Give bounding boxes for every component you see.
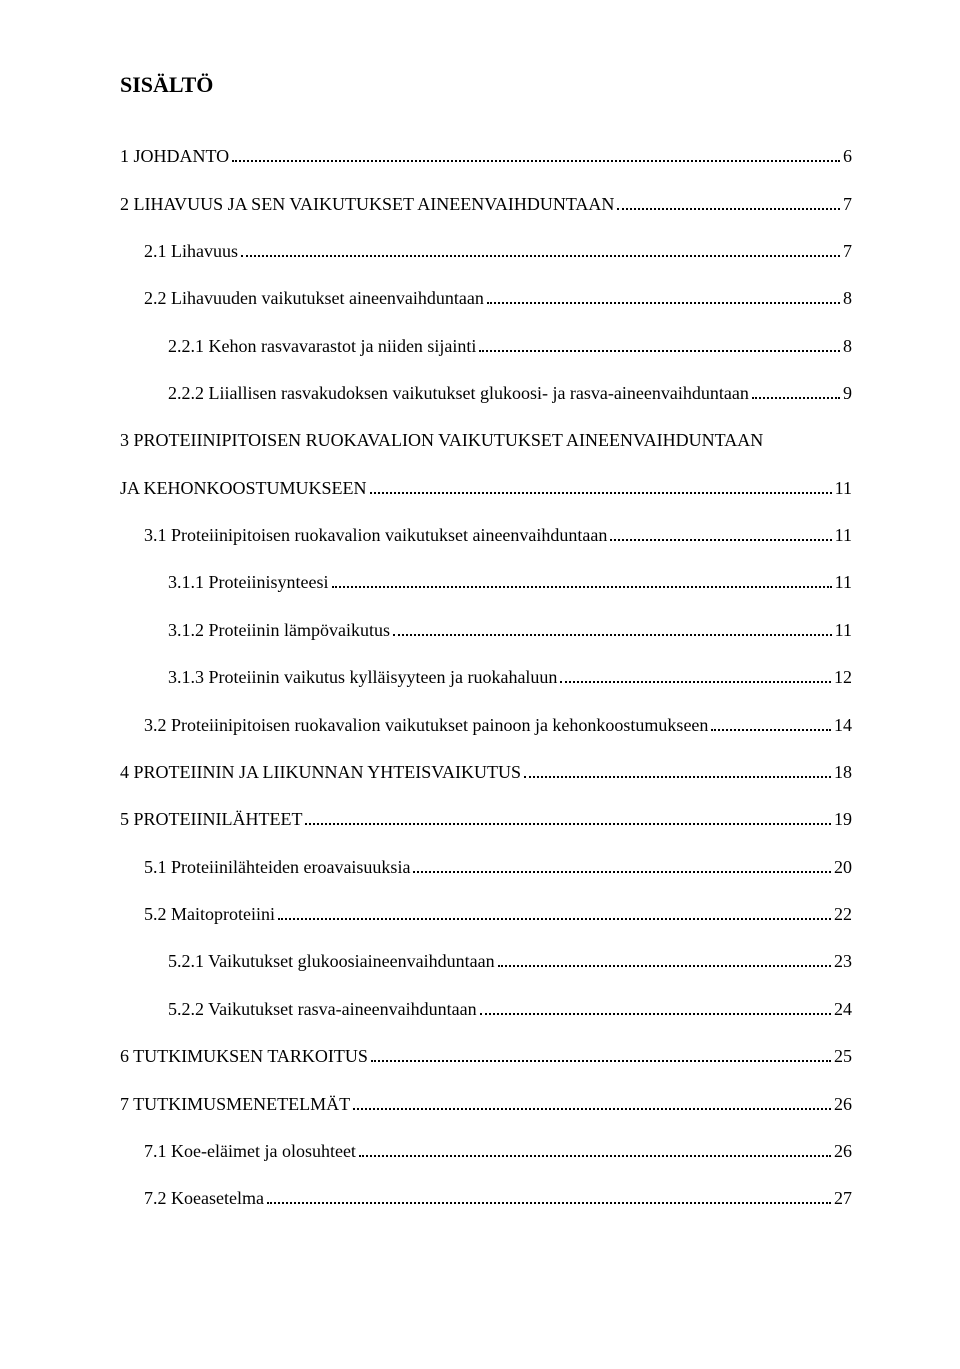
toc-page-number: 22 (834, 902, 852, 927)
toc-entry: 3.1.2 Proteiinin lämpövaikutus 11 (120, 618, 852, 643)
toc-label: 3 PROTEIINIPITOISEN RUOKAVALION VAIKUTUK… (120, 430, 763, 450)
toc-leader-dots (560, 665, 831, 683)
toc-label: 5.1 Proteiinilähteiden eroavaisuuksia (144, 855, 410, 880)
toc-leader-dots (371, 1044, 831, 1062)
toc-entry: 3.1.1 Proteiinisynteesi 11 (120, 570, 852, 595)
toc-label: JA KEHONKOOSTUMUKSEEN (120, 476, 367, 501)
toc-leader-dots (241, 239, 840, 257)
toc-leader-dots (617, 191, 840, 209)
toc-entry: 1 JOHDANTO 6 (120, 144, 852, 169)
toc-leader-dots (332, 570, 832, 588)
toc-page-number: 8 (843, 334, 852, 359)
toc-label: 5 PROTEIINILÄHTEET (120, 807, 302, 832)
toc-label: 5.2.1 Vaikutukset glukoosiaineenvaihdunt… (168, 949, 495, 974)
toc-page-number: 11 (835, 618, 852, 643)
toc-leader-dots (498, 949, 831, 967)
toc-entry: 2.2.1 Kehon rasvavarastot ja niiden sija… (120, 334, 852, 359)
toc-label: 2.2.2 Liiallisen rasvakudoksen vaikutuks… (168, 381, 749, 406)
toc-entry: 5.2.2 Vaikutukset rasva-aineenvaihduntaa… (120, 997, 852, 1022)
toc-leader-dots (524, 760, 831, 778)
page: SISÄLTÖ 1 JOHDANTO 6 2 LIHAVUUS JA SEN VAI… (0, 0, 960, 1369)
toc-entry: 2.1 Lihavuus 7 (120, 239, 852, 264)
toc-label: 2.2 Lihavuuden vaikutukset aineenvaihdun… (144, 286, 484, 311)
toc-page-number: 20 (834, 855, 852, 880)
toc-leader-dots (413, 854, 831, 872)
toc-page-number: 26 (834, 1139, 852, 1164)
toc-entry: 7.1 Koe-eläimet ja olosuhteet 26 (120, 1139, 852, 1164)
toc-entry: 5.1 Proteiinilähteiden eroavaisuuksia 20 (120, 854, 852, 879)
toc-label: 3.1.2 Proteiinin lämpövaikutus (168, 618, 390, 643)
toc-label: 7.1 Koe-eläimet ja olosuhteet (144, 1139, 356, 1164)
toc-entry: 3.1.3 Proteiinin vaikutus kylläisyyteen … (120, 665, 852, 690)
toc-entry: 3.1 Proteiinipitoisen ruokavalion vaikut… (120, 523, 852, 548)
toc-page-number: 19 (834, 807, 852, 832)
toc-label: 3.2 Proteiinipitoisen ruokavalion vaikut… (144, 713, 708, 738)
toc-entry: 7.2 Koeasetelma 27 (120, 1186, 852, 1211)
toc-page-number: 11 (835, 523, 852, 548)
toc-label: 3.1.3 Proteiinin vaikutus kylläisyyteen … (168, 665, 557, 690)
toc-label: 2.2.1 Kehon rasvavarastot ja niiden sija… (168, 334, 476, 359)
toc-entry: 3 PROTEIINIPITOISEN RUOKAVALION VAIKUTUK… (120, 428, 852, 501)
toc-leader-dots (487, 286, 840, 304)
toc-label: 3.1.1 Proteiinisynteesi (168, 570, 329, 595)
toc-page-number: 9 (843, 381, 852, 406)
toc-page-number: 8 (843, 286, 852, 311)
toc-list: 1 JOHDANTO 6 2 LIHAVUUS JA SEN VAIKUTUKSET… (120, 144, 852, 1211)
toc-entry: 5.2 Maitoproteiini 22 (120, 902, 852, 927)
toc-leader-dots (267, 1186, 831, 1204)
toc-entry: 2.2 Lihavuuden vaikutukset aineenvaihdun… (120, 286, 852, 311)
toc-entry: 5.2.1 Vaikutukset glukoosiaineenvaihdunt… (120, 949, 852, 974)
toc-leader-dots (305, 807, 831, 825)
toc-heading: SISÄLTÖ (120, 72, 852, 98)
toc-label: 4 PROTEIININ JA LIIKUNNAN YHTEISVAIKUTUS (120, 760, 521, 785)
toc-page-number: 24 (834, 997, 852, 1022)
toc-page-number: 11 (835, 476, 852, 501)
toc-entry: 6 TUTKIMUKSEN TARKOITUS 25 (120, 1044, 852, 1069)
toc-page-number: 23 (834, 949, 852, 974)
toc-label: 2.1 Lihavuus (144, 239, 238, 264)
toc-page-number: 14 (834, 713, 852, 738)
toc-leader-dots (232, 144, 840, 162)
toc-label: 3.1 Proteiinipitoisen ruokavalion vaikut… (144, 523, 607, 548)
toc-page-number: 7 (843, 239, 852, 264)
toc-leader-dots (480, 997, 831, 1015)
toc-page-number: 25 (834, 1044, 852, 1069)
toc-label: 2 LIHAVUUS JA SEN VAIKUTUKSET AINEENVAIH… (120, 192, 614, 217)
toc-page-number: 7 (843, 192, 852, 217)
toc-label: 5.2.2 Vaikutukset rasva-aineenvaihduntaa… (168, 997, 477, 1022)
toc-leader-dots (353, 1091, 831, 1109)
toc-page-number: 26 (834, 1092, 852, 1117)
toc-page-number: 18 (834, 760, 852, 785)
toc-page-number: 6 (843, 144, 852, 169)
toc-leader-dots (711, 712, 831, 730)
toc-leader-dots (479, 334, 840, 352)
toc-leader-dots (752, 381, 840, 399)
toc-leader-dots (359, 1139, 831, 1157)
toc-page-number: 27 (834, 1186, 852, 1211)
toc-leader-dots (610, 523, 831, 541)
toc-entry: 7 TUTKIMUSMENETELMÄT 26 (120, 1091, 852, 1116)
toc-page-number: 11 (835, 570, 852, 595)
toc-entry: 2.2.2 Liiallisen rasvakudoksen vaikutuks… (120, 381, 852, 406)
toc-entry: 5 PROTEIINILÄHTEET 19 (120, 807, 852, 832)
toc-label: 7.2 Koeasetelma (144, 1186, 264, 1211)
toc-label: 7 TUTKIMUSMENETELMÄT (120, 1092, 350, 1117)
toc-entry: 2 LIHAVUUS JA SEN VAIKUTUKSET AINEENVAIH… (120, 191, 852, 216)
toc-entry: 3.2 Proteiinipitoisen ruokavalion vaikut… (120, 712, 852, 737)
toc-label: 1 JOHDANTO (120, 144, 229, 169)
toc-page-number: 12 (834, 665, 852, 690)
toc-label: 6 TUTKIMUKSEN TARKOITUS (120, 1044, 368, 1069)
toc-label: 5.2 Maitoproteiini (144, 902, 275, 927)
toc-leader-dots (370, 475, 832, 493)
toc-leader-dots (278, 902, 831, 920)
toc-entry: 4 PROTEIININ JA LIIKUNNAN YHTEISVAIKUTUS… (120, 760, 852, 785)
toc-leader-dots (393, 618, 832, 636)
